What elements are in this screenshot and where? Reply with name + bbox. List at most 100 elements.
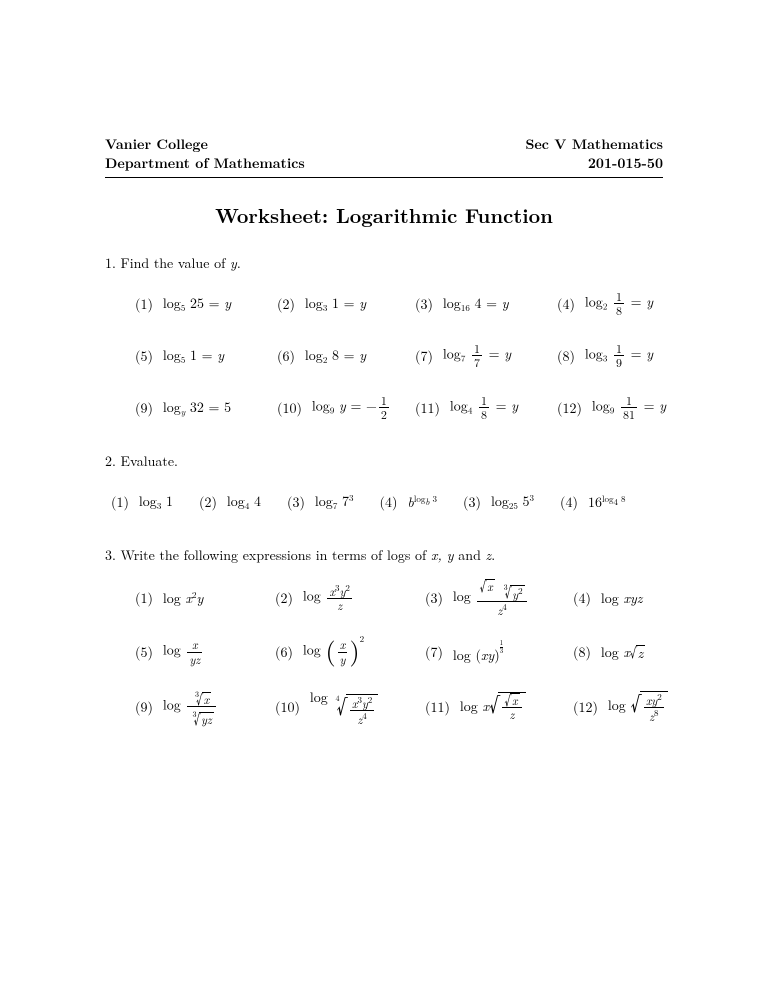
- problem-row: (9) log 3√x3√yz (10)log 4√x3y2z4(11) log x√…: [105, 687, 663, 726]
- problem-expression: log (xy)2: [303, 638, 364, 665]
- q1-prompt: 1. Find the value of y.: [105, 253, 663, 273]
- worksheet-title: Worksheet: Logarithmic Function: [105, 200, 663, 229]
- header-right: Sec V Mathematics 201-015-50: [525, 135, 663, 173]
- problem-number: (11): [425, 697, 450, 717]
- q3-prompt: 3. Write the following expressions in te…: [105, 545, 663, 565]
- q1-prompt-prefix: 1. Find the value of: [105, 253, 230, 273]
- problem-cell: (2)log3 1 = y: [277, 293, 415, 314]
- problem-number: (2): [199, 492, 217, 512]
- q3-prompt-mid: and: [454, 545, 486, 565]
- problem-number: (1): [135, 588, 153, 608]
- worksheet-page: Vanier College Department of Mathematics…: [0, 0, 768, 813]
- problem-cell: (6) log2 8 = y: [277, 345, 415, 366]
- problem-number: (2): [277, 294, 295, 314]
- problem-number: (11): [415, 398, 440, 418]
- q3-prompt-suffix: .: [491, 545, 495, 565]
- problem-expression: log x2y: [163, 588, 203, 608]
- problem-expression: log9 181 = y: [592, 394, 666, 421]
- problem-expression: log xyz: [163, 638, 204, 665]
- problem-expression: log3 19 = y: [585, 342, 653, 369]
- problem-number: (3): [287, 492, 305, 512]
- problem-number: (12): [557, 398, 582, 418]
- course-code: 201-015-50: [525, 154, 663, 173]
- problem-cell: (8) log x√z: [573, 642, 663, 662]
- problem-cell: (3) log √x 3√y2z4: [425, 579, 573, 617]
- problem-expression: logy 32 = 5: [163, 397, 231, 418]
- q1-grid: (1)log5 25 = y(2)log3 1 = y(3) log16 4 = …: [105, 287, 663, 425]
- problem-expression: log7 73: [315, 491, 354, 512]
- problem-number: (8): [557, 346, 575, 366]
- q3-prompt-vars: x, y: [431, 545, 454, 565]
- problem-number: (5): [135, 642, 153, 662]
- problem-number: (10): [277, 398, 302, 418]
- q3-prompt-prefix: 3. Write the following expressions in te…: [105, 545, 431, 565]
- problem-number: (4): [380, 492, 398, 512]
- problem-expression: log2 18 = y: [585, 290, 653, 317]
- problem-cell: (3) log25 53: [463, 491, 560, 512]
- problem-expression: log x√z: [601, 642, 645, 662]
- problem-expression: log2 8 = y: [305, 345, 366, 366]
- problem-cell: (4)log xyz: [573, 588, 663, 608]
- problem-expression: log4 4: [227, 491, 261, 512]
- problem-cell: (11) log4 18 = y: [415, 394, 557, 421]
- problem-cell: (3) log7 73: [287, 491, 380, 512]
- problem-number: (2): [275, 588, 293, 608]
- problem-expression: log (xy)13: [453, 640, 503, 665]
- problem-cell: (12) log √xy2z8: [573, 691, 668, 723]
- problem-cell: (10)log 4√x3y2z4: [275, 687, 425, 726]
- problem-cell: (8) log3 19 = y: [557, 342, 663, 369]
- problem-cell: (6) log (xy)2: [275, 638, 425, 665]
- problem-number: (3): [425, 588, 443, 608]
- department-name: Department of Mathematics: [105, 154, 305, 173]
- problem-number: (1): [111, 492, 129, 512]
- problem-number: (9): [135, 697, 153, 717]
- problem-row: (1)log5 25 = y(2)log3 1 = y(3) log16 4 = …: [105, 287, 663, 321]
- problem-expression: blogb 3: [407, 492, 437, 512]
- problem-cell: (3) log16 4 = y: [415, 293, 557, 314]
- problem-cell: (5) log5 1 = y: [105, 345, 277, 366]
- problem-cell: (2) log4 4: [199, 491, 287, 512]
- problem-cell: (7) log7 17 = y: [415, 342, 557, 369]
- problem-expression: log9 y = −12: [312, 394, 391, 421]
- problem-number: (7): [415, 346, 433, 366]
- problem-expression: log 3√x3√yz: [163, 687, 218, 726]
- problem-cell: (12) log9 181 = y: [557, 394, 666, 421]
- problem-number: (8): [573, 642, 591, 662]
- problem-cell: (11) log x√√xz: [425, 692, 573, 721]
- q2-grid: (1)log3 1(2) log4 4 (3) log7 73 (4) blogb 3 (3…: [105, 485, 663, 519]
- problem-number: (3): [463, 492, 481, 512]
- problem-expression: log7 17 = y: [443, 342, 511, 369]
- problem-expression: log25 53: [491, 491, 534, 512]
- problem-cell: (10) log9 y = −12: [277, 394, 415, 421]
- problem-cell: (1)log5 25 = y: [105, 293, 277, 314]
- problem-cell: (9) log 3√x3√yz: [105, 687, 275, 726]
- problem-number: (4): [573, 588, 591, 608]
- problem-cell: (4)16log4 8: [560, 492, 651, 512]
- q2-prompt: 2. Evaluate.: [105, 451, 663, 471]
- page-header: Vanier College Department of Mathematics…: [105, 135, 663, 173]
- course-name: Sec V Mathematics: [525, 135, 663, 154]
- problem-expression: log4 18 = y: [450, 394, 518, 421]
- problem-number: (12): [573, 697, 598, 717]
- problem-number: (5): [135, 346, 153, 366]
- problem-expression: log √x 3√y2z4: [453, 579, 529, 617]
- problem-cell: (1)log3 1: [105, 491, 199, 512]
- problem-expression: log5 1 = y: [163, 345, 224, 366]
- problem-expression: log16 4 = y: [443, 293, 509, 314]
- problem-expression: log x√√xz: [460, 692, 526, 721]
- problem-row: (1)log3 1(2) log4 4 (3) log7 73 (4) blogb 3 (3…: [105, 485, 663, 519]
- problem-cell: (5) log xyz: [105, 638, 275, 665]
- problem-cell: (4)log2 18 = y: [557, 290, 663, 317]
- problem-number: (6): [275, 642, 293, 662]
- problem-expression: log √xy2z8: [608, 691, 668, 723]
- problem-number: (7): [425, 642, 443, 662]
- q1-prompt-var: y: [230, 253, 237, 273]
- problem-number: (6): [277, 346, 295, 366]
- problem-cell: (7) log (xy)13: [425, 640, 573, 665]
- q1-prompt-suffix: .: [237, 253, 241, 273]
- problem-number: (3): [415, 294, 433, 314]
- problem-row: (1) log x2y (2) log x3y2z (3) log √x 3√y2z4 (4…: [105, 579, 663, 617]
- problem-cell: (9) logy 32 = 5: [105, 397, 277, 418]
- problem-expression: log x3y2z: [303, 583, 354, 612]
- problem-number: (9): [135, 398, 153, 418]
